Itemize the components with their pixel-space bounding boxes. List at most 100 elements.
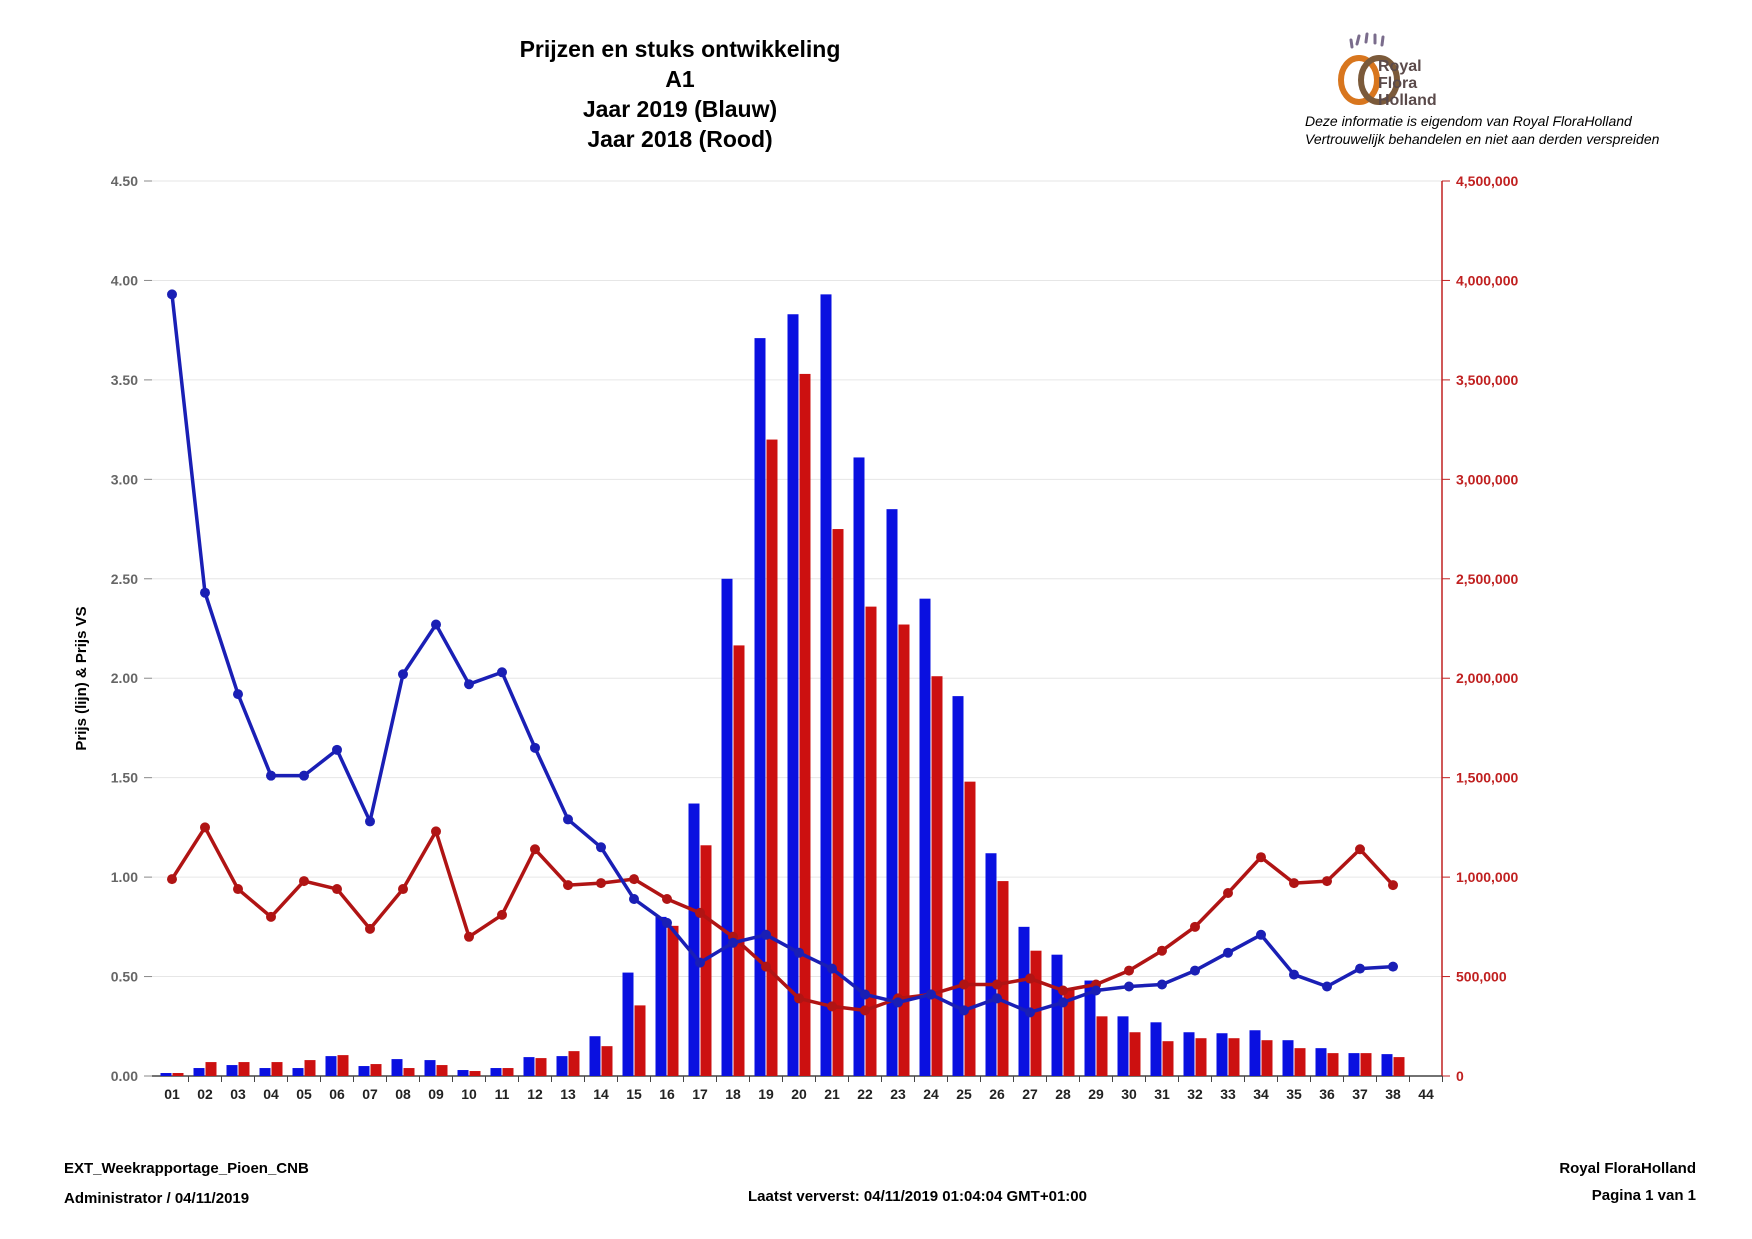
x-tick-label: 06 [329, 1086, 345, 1102]
bar-2018 [238, 1062, 250, 1076]
series-2019-point [860, 989, 870, 1000]
bar-2018 [1294, 1048, 1306, 1076]
bar-2019 [919, 598, 931, 1076]
bar-2018 [1228, 1038, 1240, 1076]
series-2019-point [1124, 981, 1134, 992]
bar-2019 [787, 314, 799, 1076]
series-2018-point [431, 826, 441, 837]
x-tick-label: 14 [593, 1086, 609, 1102]
bar-2019 [622, 972, 634, 1076]
series-2018-point [167, 874, 177, 885]
series-2018-point [1256, 852, 1266, 863]
bar-2019 [325, 1056, 337, 1076]
bar-2019 [391, 1059, 403, 1076]
series-2019-point [1157, 979, 1167, 990]
series-2018-point [1388, 880, 1398, 891]
x-tick-label: 22 [857, 1086, 873, 1102]
x-tick-label: 07 [362, 1086, 378, 1102]
series-2018-point [332, 884, 342, 895]
x-tick-label: 19 [758, 1086, 774, 1102]
series-2018-point [992, 979, 1002, 990]
bar-2018 [568, 1051, 580, 1076]
legend-2018: Jaar 2018 (Rood) [587, 126, 773, 152]
bar-2018 [1096, 1016, 1108, 1076]
series-2019-point [200, 587, 210, 598]
bar-2019 [985, 853, 997, 1076]
x-tick-label: 36 [1319, 1086, 1335, 1102]
right-tick-label: 4,500,000 [1456, 173, 1518, 189]
chart-title-block: Prijzen en stuks ontwikkeling A1 Jaar 20… [420, 34, 940, 154]
right-tick-label: 1,500,000 [1456, 770, 1518, 786]
series-2019-point [992, 993, 1002, 1004]
x-tick-label: 03 [230, 1086, 246, 1102]
x-tick-label: 31 [1154, 1086, 1170, 1102]
series-2018-point [1223, 888, 1233, 899]
bar-2019 [556, 1056, 568, 1076]
x-tick-label: 20 [791, 1086, 807, 1102]
series-2018-point [695, 907, 705, 918]
bar-2018 [502, 1068, 514, 1076]
left-tick-label: 2.00 [111, 670, 138, 686]
bar-2018 [1393, 1057, 1405, 1076]
series-2018-point [1190, 921, 1200, 932]
series-2018-point [860, 1005, 870, 1016]
series-2018-point [200, 822, 210, 833]
series-2019-point [1190, 965, 1200, 976]
bar-2019 [160, 1073, 172, 1076]
x-tick-label: 26 [989, 1086, 1005, 1102]
series-2019-point [662, 917, 672, 928]
series-2018-point [398, 884, 408, 895]
bar-2018 [469, 1071, 481, 1076]
series-2019-line [170, 294, 1394, 1015]
bar-2018 [1261, 1040, 1273, 1076]
bar-2019 [1183, 1032, 1195, 1076]
series-2019-point [827, 963, 837, 974]
bar-2018 [832, 529, 844, 1076]
bar-2019 [259, 1068, 271, 1076]
x-tick-label: 18 [725, 1086, 741, 1102]
royal-flora-holland-logo-icon [1338, 32, 1400, 105]
bar-2019 [1315, 1048, 1327, 1076]
right-tick-label: 2,500,000 [1456, 571, 1518, 587]
series-2018-point [299, 876, 309, 887]
x-tick-label: 37 [1352, 1086, 1368, 1102]
chart-title: Prijzen en stuks ontwikkeling [519, 36, 841, 62]
series-2018-point [233, 884, 243, 895]
x-tick-label: 13 [560, 1086, 576, 1102]
series-2018-point [1289, 878, 1299, 889]
x-tick-label: 28 [1055, 1086, 1071, 1102]
x-tick-label: 21 [824, 1086, 840, 1102]
series-2019-point [893, 997, 903, 1008]
bar-2018 [1327, 1053, 1339, 1076]
bar-2019 [1117, 1016, 1129, 1076]
bar-2019 [457, 1070, 469, 1076]
bar-2018 [205, 1062, 217, 1076]
series-2018-point [959, 979, 969, 990]
x-tick-label: 32 [1187, 1086, 1203, 1102]
x-tick-label: 44 [1418, 1086, 1434, 1102]
series-2019-point [1388, 961, 1398, 972]
x-tick-label: 08 [395, 1086, 411, 1102]
series-2019-point [167, 289, 177, 300]
organization-name: Royal FloraHolland [1559, 1160, 1696, 1177]
y-axis-label: Prijs (lijn) & Prijs VS [73, 606, 90, 750]
series-2019-point [1256, 929, 1266, 940]
x-tick-label: 33 [1220, 1086, 1236, 1102]
legend-2019: Jaar 2019 (Blauw) [582, 96, 778, 122]
series-2019-point [959, 1005, 969, 1016]
report-name: EXT_Weekrapportage_Pioen_CNB [64, 1160, 309, 1177]
series-2019-point [695, 957, 705, 968]
bar-2018 [1129, 1032, 1141, 1076]
series-2019-point [1355, 963, 1365, 974]
series-2018-point [794, 993, 804, 1004]
left-tick-label: 3.00 [111, 471, 138, 487]
left-tick-label: 0.00 [111, 1068, 138, 1084]
x-tick-label: 30 [1121, 1086, 1137, 1102]
bar-2019 [193, 1068, 205, 1076]
bar-2018 [997, 881, 1009, 1076]
bar-2019 [226, 1065, 238, 1076]
bar-2018 [1030, 950, 1042, 1076]
bar-2019 [292, 1068, 304, 1076]
bar-2019 [1249, 1030, 1261, 1076]
bar-2019 [952, 696, 964, 1076]
